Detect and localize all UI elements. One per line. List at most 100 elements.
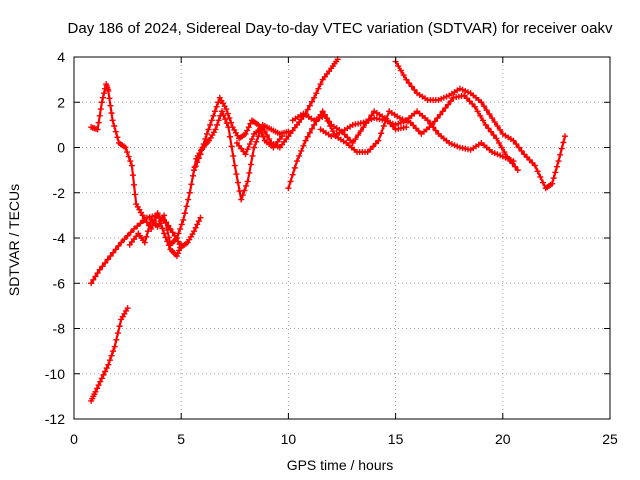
data-point: [439, 108, 446, 115]
data-point: [137, 220, 144, 227]
data-point: [162, 219, 169, 226]
data-point: [111, 343, 118, 350]
data-point: [431, 118, 438, 125]
data-point: [176, 247, 183, 254]
data-point: [432, 127, 439, 134]
data-point: [96, 266, 103, 273]
data-point: [107, 102, 114, 109]
data-point: [194, 221, 201, 228]
data-point: [427, 120, 434, 127]
data-point: [296, 152, 303, 159]
data-point: [242, 151, 249, 158]
data-point: [224, 110, 231, 117]
data-point: [98, 99, 105, 106]
data-point: [143, 233, 150, 240]
data-point: [92, 388, 99, 395]
data-point: [298, 147, 305, 154]
data-point: [411, 86, 418, 93]
data-point: [90, 276, 97, 283]
data-point: [94, 126, 101, 133]
data-point: [167, 225, 174, 232]
data-point: [327, 123, 334, 130]
data-point: [106, 95, 113, 102]
data-point: [289, 171, 296, 178]
data-point: [110, 348, 117, 355]
data-point: [501, 149, 508, 156]
y-tick-label: 4: [57, 49, 65, 65]
data-point: [375, 137, 382, 144]
data-point: [222, 116, 229, 123]
series-markers: [289, 92, 521, 174]
data-point: [181, 210, 188, 217]
data-point: [106, 357, 113, 364]
data-point: [311, 94, 318, 101]
data-point: [212, 126, 219, 133]
data-point: [306, 129, 313, 136]
data-point: [199, 146, 206, 153]
data-point: [442, 104, 449, 111]
data-point: [253, 138, 260, 145]
data-point: [231, 162, 238, 169]
data-point: [141, 239, 148, 246]
data-point: [207, 121, 214, 128]
series-arc-1: [88, 305, 131, 404]
data-point: [329, 128, 336, 135]
data-point: [108, 352, 115, 359]
data-point: [560, 139, 567, 146]
data-point: [129, 172, 136, 179]
data-point: [177, 225, 184, 232]
data-point: [518, 147, 525, 154]
data-point: [191, 167, 198, 174]
data-point: [121, 236, 128, 243]
data-point: [95, 382, 102, 389]
data-point: [183, 203, 190, 210]
data-point: [445, 101, 452, 108]
data-point: [482, 121, 489, 128]
data-point: [128, 162, 135, 169]
series-markers: [88, 305, 131, 404]
x-tick-label: 0: [70, 431, 78, 447]
data-point: [251, 144, 258, 151]
data-point: [159, 225, 166, 232]
data-point: [430, 124, 437, 131]
data-point: [223, 106, 230, 113]
data-point: [132, 191, 139, 198]
data-point: [378, 130, 385, 137]
data-point: [203, 130, 210, 137]
data-point: [161, 212, 168, 219]
data-point: [513, 141, 520, 148]
data-point: [561, 133, 568, 140]
data-point: [300, 142, 307, 149]
data-point: [540, 179, 546, 186]
y-tick-label: -12: [45, 411, 65, 427]
data-point: [230, 152, 237, 159]
data-point: [185, 196, 192, 203]
data-point: [306, 102, 313, 109]
data-point: [403, 76, 410, 83]
data-point: [552, 169, 559, 176]
grid: [74, 57, 610, 419]
series-arc-5: [191, 94, 285, 174]
data-point: [197, 214, 204, 221]
series-markers: [126, 108, 292, 248]
data-point: [239, 192, 246, 199]
data-point: [94, 270, 101, 277]
data-point: [164, 227, 171, 234]
data-point: [491, 119, 498, 126]
data-point: [260, 133, 267, 140]
data-point: [178, 221, 185, 228]
data-point: [127, 158, 134, 165]
data-point: [114, 330, 121, 337]
data-point: [194, 159, 201, 166]
series-line: [90, 214, 202, 285]
data-point: [512, 163, 519, 170]
data-point: [317, 81, 324, 88]
data-point: [510, 158, 517, 165]
data-point: [549, 180, 556, 187]
data-point: [174, 250, 181, 257]
data-point: [308, 125, 315, 132]
data-point: [180, 216, 187, 223]
data-point: [213, 103, 220, 110]
data-point: [424, 117, 431, 124]
data-point: [202, 136, 209, 143]
